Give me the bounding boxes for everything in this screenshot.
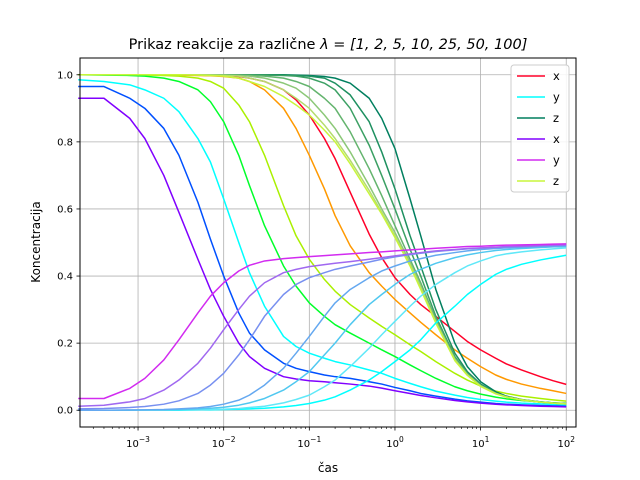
x-tick-base-5: 10 <box>557 439 570 450</box>
y-tick-label-4: 0.8 <box>57 137 73 148</box>
legend-label-0: x <box>553 69 560 83</box>
x-tick-exp-3: 0 <box>399 435 404 444</box>
legend-label-1: y <box>553 90 560 104</box>
series-line-17 <box>78 245 567 411</box>
legend-label-3: x <box>553 132 560 146</box>
chart-title: Prikaz reakcije za različne λ = [1, 2, 5… <box>129 37 528 53</box>
y-tick-label-2: 0.4 <box>57 272 73 283</box>
series-line-20 <box>78 243 567 400</box>
x-tick-label-1: 10−2 <box>212 435 236 450</box>
x-tick-exp-0: −3 <box>139 435 150 444</box>
x-tick-base-0: 10 <box>126 439 139 450</box>
legend-label-2: z <box>553 111 559 125</box>
series-line-16 <box>78 245 567 411</box>
x-tick-base-3: 10 <box>386 439 399 450</box>
series-line-3 <box>78 74 567 405</box>
x-tick-exp-2: −1 <box>310 435 321 444</box>
grid <box>80 58 576 427</box>
x-tick-label-2: 10−1 <box>297 435 321 450</box>
x-tick-base-2: 10 <box>297 439 310 450</box>
x-axis: 10−3 10−2 10−1 100 101 102 <box>92 427 575 450</box>
x-tick-label-0: 10−3 <box>126 435 150 450</box>
y-tick-label-0: 0.0 <box>57 406 73 417</box>
series-lines <box>78 74 567 411</box>
x-tick-exp-1: −2 <box>225 435 236 444</box>
legend-label-5: z <box>553 174 559 188</box>
x-tick-exp-5: 2 <box>570 435 575 444</box>
series-line-5 <box>78 85 567 407</box>
series-line-6 <box>78 97 567 408</box>
y-tick-label-5: 1.0 <box>57 70 73 81</box>
y-tick-label-3: 0.6 <box>57 204 73 215</box>
y-axis: 0.0 0.2 0.4 0.6 0.8 1.0 <box>57 70 80 417</box>
x-axis-label: čas <box>318 461 338 475</box>
x-tick-label-3: 100 <box>386 435 404 450</box>
chart-title-math: λ = [1, 2, 5, 10, 25, 50, 100] <box>319 37 527 53</box>
y-axis-label: Koncentracija <box>29 201 43 282</box>
y-tick-label-1: 0.2 <box>57 339 73 350</box>
x-tick-base-4: 10 <box>472 439 485 450</box>
series-line-13 <box>78 74 567 405</box>
plot-frame <box>79 57 577 428</box>
x-tick-exp-4: 1 <box>485 435 490 444</box>
x-tick-label-5: 102 <box>557 435 575 450</box>
x-tick-base-1: 10 <box>212 439 225 450</box>
chart-title-text: Prikaz reakcije za različne <box>129 37 320 53</box>
series-line-19 <box>78 244 567 407</box>
series-line-4 <box>78 79 567 406</box>
x-tick-label-4: 101 <box>472 435 490 450</box>
legend-box <box>510 64 570 193</box>
legend-label-4: y <box>553 153 560 167</box>
